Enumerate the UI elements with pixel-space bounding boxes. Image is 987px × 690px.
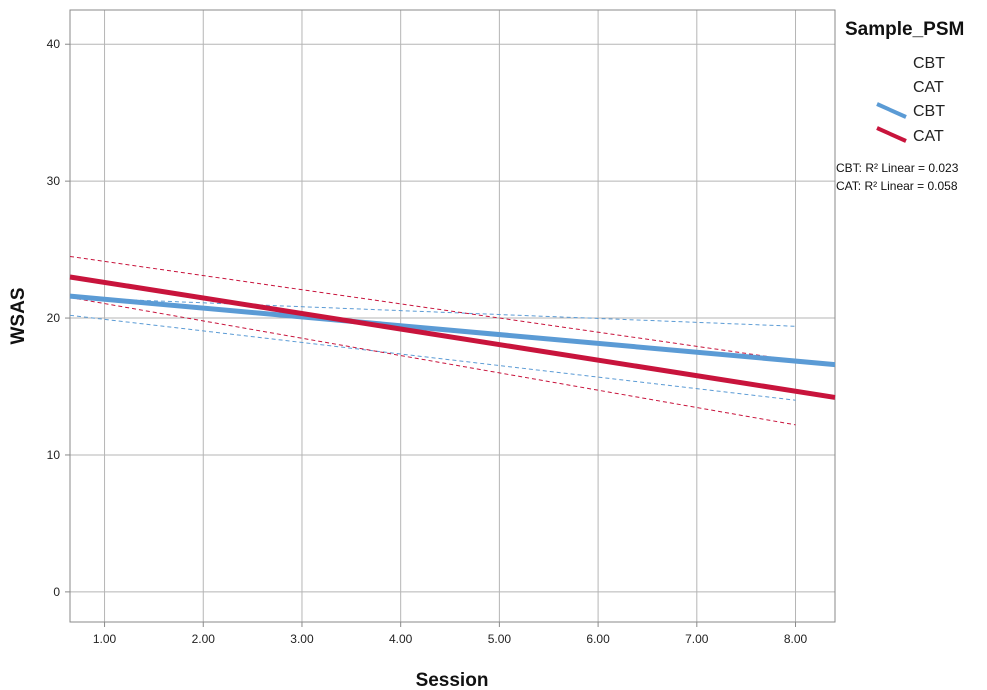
legend-marker-entry-cat: CAT	[913, 79, 944, 96]
cbt-ci-upper-line	[69, 297, 796, 327]
x-tick-label: 7.00	[685, 632, 709, 646]
x-tick-label: 5.00	[488, 632, 512, 646]
x-tick-label: 3.00	[290, 632, 314, 646]
cat-fit-line	[69, 274, 836, 400]
r2-annotation-cat: CAT: R² Linear = 0.058	[836, 179, 958, 193]
y-axis-label: WSAS	[8, 288, 29, 345]
legend-line-entry-cat: CAT	[913, 128, 944, 145]
x-axis-label: Session	[416, 670, 489, 690]
plot-area-frame	[69, 9, 836, 623]
legend: Sample_PSM CBT CAT CBT CAT	[845, 19, 964, 145]
y-tick-label: 0	[53, 585, 60, 599]
y-tick-label: 40	[47, 37, 61, 51]
y-axis: 0 10 20 30 40	[47, 37, 70, 599]
legend-line-swatch-cat	[876, 126, 907, 143]
y-tick-label: 30	[47, 174, 61, 188]
legend-line-entry-cbt: CBT	[913, 103, 945, 120]
x-tick-label: 2.00	[192, 632, 216, 646]
x-tick-label: 1.00	[93, 632, 117, 646]
x-tick-label: 6.00	[586, 632, 610, 646]
legend-title: Sample_PSM	[845, 19, 964, 40]
cbt-ci-lower-line	[69, 314, 796, 401]
x-tick-label: 8.00	[784, 632, 808, 646]
cbt-fit-line	[69, 293, 836, 368]
r-squared-annotations: CBT: R² Linear = 0.023 CAT: R² Linear = …	[836, 161, 959, 193]
grid	[70, 10, 835, 622]
legend-line-swatch-cbt	[876, 102, 907, 119]
confidence-lines	[69, 255, 796, 426]
y-tick-label: 20	[47, 311, 61, 325]
cat-ci-lower-line	[69, 297, 796, 426]
y-tick-label: 10	[47, 448, 61, 462]
legend-marker-entry-cbt: CBT	[913, 55, 945, 72]
x-axis: 1.00 2.00 3.00 4.00 5.00 6.00 7.00 8.00	[93, 622, 808, 646]
x-tick-label: 4.00	[389, 632, 413, 646]
cat-ci-upper-line	[69, 255, 796, 361]
fit-lines	[69, 274, 836, 400]
r2-annotation-cbt: CBT: R² Linear = 0.023	[836, 161, 959, 175]
